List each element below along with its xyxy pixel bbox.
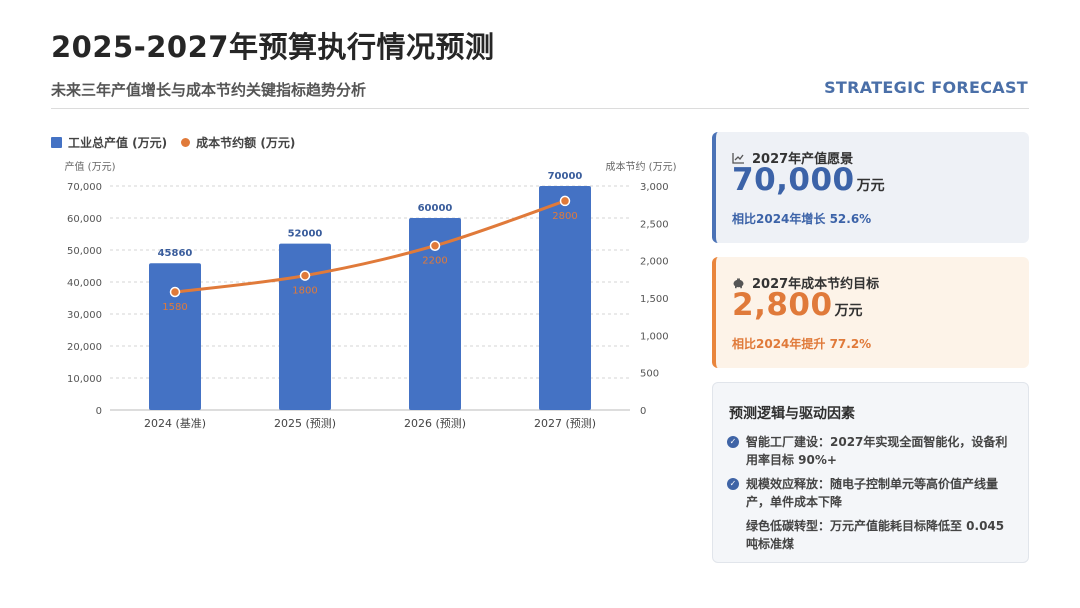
savings-point-3 — [559, 195, 571, 207]
y-tick-right: 500 — [640, 369, 659, 380]
kpi-output-note: 相比2024年增长 52.6% — [732, 212, 872, 226]
logic-item: 绿色低碳转型：万元产值能耗目标降低至 0.045 吨标准煤 — [727, 517, 1017, 553]
logic-card: 预测逻辑与驱动因素 ✓ 智能工厂建设：2027年实现全面智能化，设备利用率目标 … — [712, 382, 1029, 563]
page-subtitle: 未来三年产值增长与成本节约关键指标趋势分析 — [51, 81, 367, 99]
kpi-card-output: 2027年产值愿景 70,000 万元 相比2024年增长 52.6% — [712, 132, 1029, 243]
kpi-card-cost: 2027年成本节约目标 2,800 万元 相比2024年提升 77.2% — [712, 257, 1029, 368]
y-tick-left: 40,000 — [67, 278, 102, 289]
kpi-output-label: 2027年产值愿景 — [752, 152, 854, 167]
kpi-cost-note: 相比2024年提升 77.2% — [732, 337, 872, 351]
logic-title: 预测逻辑与驱动因素 — [729, 406, 855, 422]
x-tick: 2025 (预测) — [274, 417, 336, 430]
legend-line-swatch — [181, 138, 191, 147]
brand-tag: STRATEGIC FORECAST — [824, 78, 1028, 97]
y-tick-right: 1,500 — [640, 294, 669, 305]
logic-item-text: 智能工厂建设：2027年实现全面智能化，设备利用率目标 90%+ — [746, 435, 1008, 467]
legend-item-output[interactable]: 工业总产值 (万元) — [51, 134, 167, 151]
y-tick-right: 3,000 — [640, 182, 669, 193]
bar-2 — [409, 218, 461, 410]
kpi-cost-header: 2027年成本节约目标 — [732, 273, 879, 292]
y-tick-left: 20,000 — [67, 342, 102, 353]
logic-item-text: 规模效应释放：随电子控制单元等高价值产线量产，单件成本下降 — [746, 477, 999, 509]
logic-item: ✓ 规模效应释放：随电子控制单元等高价值产线量产，单件成本下降 — [727, 475, 1017, 511]
y-tick-left: 30,000 — [67, 310, 102, 321]
kpi-cost-label: 2027年成本节约目标 — [752, 277, 880, 292]
line-label: 2200 — [422, 256, 447, 267]
check-circle-icon: ✓ — [727, 436, 739, 448]
header-divider — [51, 108, 1029, 109]
kpi-output-value: 70,000 万元 — [732, 162, 885, 198]
legend-label-output: 工业总产值 (万元) — [68, 136, 168, 150]
bar-3 — [539, 186, 591, 410]
logic-list: ✓ 智能工厂建设：2027年实现全面智能化，设备利用率目标 90%+ ✓ 规模效… — [727, 433, 1017, 559]
savings-point-2 — [429, 240, 441, 251]
legend-bar-swatch — [51, 137, 62, 148]
chart-plot: 产值 (万元) 成本节约 (万元) 0 10,000 20,000 30,000 40,00… — [65, 160, 677, 430]
y-tick-left: 50,000 — [67, 246, 102, 257]
check-circle-icon: ✓ — [727, 478, 739, 490]
y-tick-left: 10,000 — [67, 374, 102, 385]
kpi-cost-unit: 万元 — [834, 303, 863, 319]
savings-point-0 — [169, 286, 181, 298]
y-tick-right: 2,000 — [640, 257, 669, 268]
line-label: 1580 — [162, 302, 187, 313]
line-label: 2800 — [552, 211, 577, 222]
kpi-output-number: 70,000 — [732, 162, 855, 198]
kpi-output-header: 2027年产值愿景 — [732, 148, 853, 167]
bar-label: 60000 — [418, 203, 453, 214]
y-tick-left: 0 — [96, 406, 102, 417]
y-tick-left: 70,000 — [67, 182, 102, 193]
line-label: 1800 — [292, 286, 317, 297]
savings-line — [174, 199, 566, 294]
bullet-spacer — [727, 520, 739, 532]
y-axis-right-label: 成本节约 (万元) — [606, 160, 677, 173]
combo-chart: 工业总产值 (万元) 成本节约额 (万元) 产值 (万元) 成本节约 (万元) 0 1… — [40, 124, 690, 444]
y-tick-right: 0 — [640, 406, 646, 417]
y-axis-left-label: 产值 (万元) — [65, 160, 116, 173]
bar-1 — [279, 243, 331, 410]
legend-item-savings[interactable]: 成本节约额 (万元) — [181, 134, 295, 151]
bar-label: 45860 — [158, 248, 193, 259]
savings-point-1 — [299, 270, 311, 281]
x-tick: 2026 (预测) — [404, 417, 466, 430]
y-tick-left: 60,000 — [67, 214, 102, 225]
legend-label-savings: 成本节约额 (万元) — [196, 136, 296, 150]
chart-line-icon — [732, 152, 746, 164]
kpi-cost-number: 2,800 — [732, 287, 833, 323]
x-tick: 2027 (预测) — [534, 417, 596, 430]
kpi-cost-value: 2,800 万元 — [732, 287, 863, 323]
bar-label: 70000 — [548, 171, 583, 182]
logic-item: ✓ 智能工厂建设：2027年实现全面智能化，设备利用率目标 90%+ — [727, 433, 1017, 469]
x-tick: 2024 (基准) — [144, 417, 206, 430]
bar-label: 52000 — [288, 229, 323, 240]
piggy-bank-icon — [732, 277, 746, 289]
chart-legend: 工业总产值 (万元) 成本节约额 (万元) — [51, 134, 309, 151]
y-tick-right: 2,500 — [640, 219, 669, 230]
kpi-output-unit: 万元 — [856, 178, 885, 194]
page-title: 2025-2027年预算执行情况预测 — [51, 30, 495, 64]
y-tick-right: 1,000 — [640, 331, 669, 342]
bar-0 — [149, 263, 201, 410]
logic-item-text: 绿色低碳转型：万元产值能耗目标降低至 0.045 吨标准煤 — [746, 519, 1005, 551]
